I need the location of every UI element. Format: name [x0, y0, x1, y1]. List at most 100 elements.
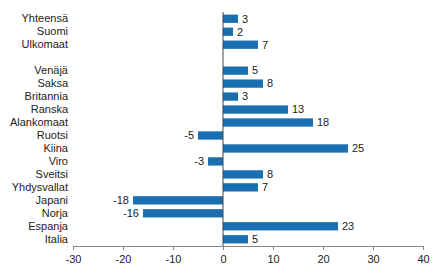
bar	[223, 170, 263, 178]
data-label: -5	[184, 129, 194, 141]
x-tick-label: 30	[367, 253, 379, 265]
x-tick-label: -20	[116, 253, 132, 265]
x-axis: -30 -20 -10 0 10 20 30 40	[66, 246, 430, 265]
data-labels: 3275831318-525-387-18-16235	[113, 13, 364, 246]
y-tick: Suomi	[37, 25, 68, 37]
data-label: 18	[317, 116, 329, 128]
x-tick-mark	[373, 246, 374, 250]
y-tick-label: Ranska	[31, 103, 69, 115]
data-label: 7	[262, 181, 268, 193]
x-tick-mark	[273, 246, 274, 250]
bar	[223, 66, 248, 74]
bar	[223, 183, 258, 191]
bar	[223, 15, 238, 23]
data-label: -18	[113, 194, 129, 206]
data-label: 5	[252, 64, 258, 76]
x-tick-label: -30	[66, 253, 82, 265]
y-tick: Ranska	[31, 103, 69, 115]
x-tick-label: -10	[166, 253, 182, 265]
x-tick-mark	[73, 246, 74, 250]
data-label: 5	[252, 233, 258, 245]
x-tick-label: 0	[220, 253, 226, 265]
y-tick-label: Yhteensä	[22, 12, 69, 24]
plot: -30 -20 -10 0 10 20 30 40 YhteensäSuomiUlkomaat V…	[10, 12, 430, 265]
data-label: -3	[194, 155, 204, 167]
y-tick-label: Ruotsi	[37, 129, 68, 141]
y-tick: Venäjä	[34, 64, 69, 76]
bar	[223, 79, 263, 87]
y-tick: Kiina	[44, 142, 69, 154]
y-tick-label: Sveitsi	[36, 168, 68, 180]
y-tick-label: Italia	[45, 233, 69, 245]
x-tick: -30	[66, 246, 82, 265]
y-tick-label: Suomi	[37, 25, 68, 37]
y-tick: Ulkomaat	[22, 38, 68, 50]
y-tick-label: Alankomaat	[10, 116, 68, 128]
data-label: -16	[123, 207, 139, 219]
y-tick-label: Viro	[49, 155, 68, 167]
y-tick: Ruotsi	[37, 129, 68, 141]
x-tick-mark	[423, 246, 424, 250]
data-label: 3	[242, 13, 248, 25]
bar	[223, 92, 238, 100]
data-label: 25	[352, 142, 364, 154]
y-tick-label: Espanja	[28, 220, 69, 232]
y-tick: Japani	[36, 194, 68, 206]
x-tick-mark	[123, 246, 124, 250]
x-tick-mark	[173, 246, 174, 250]
x-tick-mark	[223, 246, 224, 250]
y-tick: Yhteensä	[22, 12, 69, 24]
y-tick-label: Kiina	[44, 142, 69, 154]
data-label: 23	[342, 220, 354, 232]
chart: -30 -20 -10 0 10 20 30 40 YhteensäSuomiUlkomaat V…	[0, 0, 442, 272]
y-tick: Sveitsi	[36, 168, 68, 180]
y-tick-label: Saksa	[37, 77, 68, 89]
x-tick: 0	[220, 246, 226, 265]
x-tick: 40	[417, 246, 429, 265]
x-tick-label: 20	[317, 253, 329, 265]
bar	[133, 196, 223, 204]
x-tick-label: 10	[267, 253, 279, 265]
x-tick-mark	[323, 246, 324, 250]
y-axis: YhteensäSuomiUlkomaat VenäjäSaksaBritanni…	[10, 12, 69, 245]
bar	[223, 222, 338, 230]
bar	[143, 209, 223, 217]
bars	[133, 15, 348, 244]
x-axis-line	[74, 247, 424, 251]
y-tick: Viro	[49, 155, 68, 167]
y-tick-label: Japani	[36, 194, 68, 206]
zero-line	[223, 12, 224, 246]
x-tick: -10	[166, 246, 182, 265]
y-tick: Britannia	[25, 90, 69, 102]
data-label: 3	[242, 90, 248, 102]
x-tick-label: 40	[417, 253, 429, 265]
y-tick-label: Yhdysvallat	[12, 181, 68, 193]
data-label: 8	[267, 168, 273, 180]
data-label: 8	[267, 77, 273, 89]
data-label: 13	[292, 103, 304, 115]
bar	[223, 144, 348, 152]
bar	[223, 28, 233, 36]
bar	[223, 118, 313, 126]
y-tick: Norja	[42, 207, 69, 219]
data-label: 7	[262, 39, 268, 51]
bar	[223, 41, 258, 49]
y-tick: Yhdysvallat	[12, 181, 68, 193]
y-tick-label: Venäjä	[34, 64, 69, 76]
y-tick: Italia	[45, 233, 69, 245]
y-tick: Alankomaat	[10, 116, 68, 128]
x-tick: -20	[116, 246, 132, 265]
bar	[198, 131, 223, 139]
x-tick: 30	[367, 246, 379, 265]
y-tick-label: Britannia	[25, 90, 69, 102]
bar	[223, 235, 248, 243]
x-tick: 20	[317, 246, 329, 265]
bar	[208, 157, 223, 165]
y-tick: Saksa	[37, 77, 68, 89]
y-tick-label: Ulkomaat	[22, 38, 68, 50]
bar	[223, 105, 288, 113]
data-label: 2	[237, 26, 243, 38]
y-tick: Espanja	[28, 220, 69, 232]
y-tick-label: Norja	[42, 207, 69, 219]
x-tick: 10	[267, 246, 279, 265]
